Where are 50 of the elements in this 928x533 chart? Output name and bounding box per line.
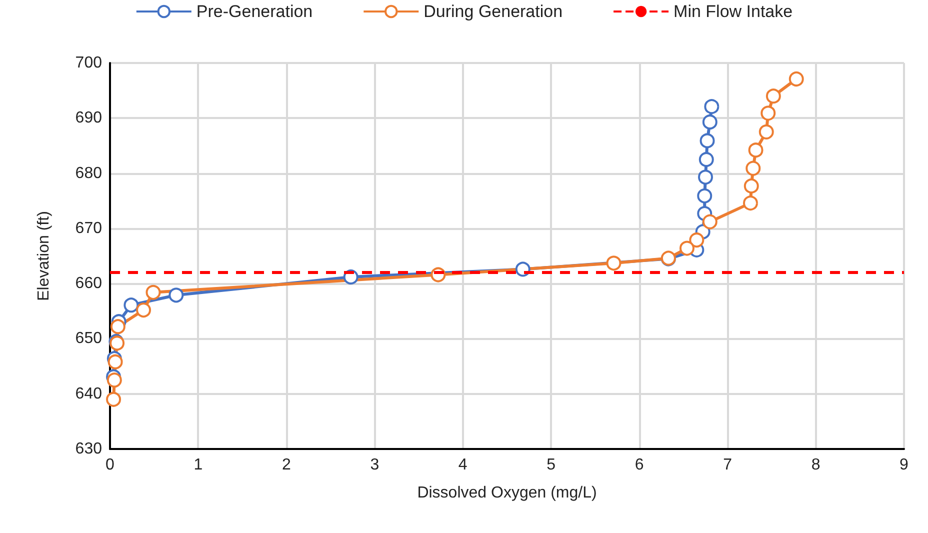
point bbox=[748, 142, 764, 158]
y-tick-label: 630 bbox=[75, 440, 102, 458]
point bbox=[698, 152, 714, 167]
x-tick-label: 7 bbox=[723, 456, 732, 474]
x-tick-label: 5 bbox=[546, 456, 556, 474]
x-tick-label: 3 bbox=[370, 456, 380, 474]
x-tick-label: 6 bbox=[634, 456, 644, 474]
point bbox=[124, 298, 139, 313]
point bbox=[704, 99, 720, 114]
y-tick-label: 660 bbox=[75, 275, 102, 292]
point bbox=[689, 232, 704, 248]
point bbox=[760, 106, 776, 121]
point bbox=[746, 160, 761, 176]
point bbox=[606, 256, 622, 271]
legend-label: Min Flow Intake bbox=[674, 2, 793, 21]
y-tick-label: 670 bbox=[75, 220, 102, 237]
point bbox=[106, 392, 122, 407]
x-tick-label: 0 bbox=[106, 456, 115, 474]
legend-label: During Generation bbox=[424, 2, 563, 21]
point bbox=[702, 214, 718, 230]
point bbox=[108, 354, 123, 370]
point bbox=[146, 284, 161, 300]
point bbox=[136, 302, 152, 318]
point bbox=[110, 319, 126, 334]
point bbox=[700, 133, 715, 148]
point bbox=[743, 196, 758, 211]
y-axis-title: Elevation (ft) bbox=[36, 211, 52, 301]
point bbox=[679, 240, 694, 256]
point bbox=[697, 188, 712, 204]
x-tick-label: 2 bbox=[282, 456, 291, 474]
point bbox=[698, 170, 713, 185]
y-tick-label: 680 bbox=[75, 164, 102, 182]
y-tick-label: 650 bbox=[75, 330, 102, 348]
point bbox=[106, 372, 122, 388]
point bbox=[788, 71, 804, 86]
point bbox=[515, 262, 530, 277]
legend-label: Pre-Generation bbox=[196, 2, 313, 21]
x-tick-label: 1 bbox=[194, 456, 203, 474]
y-tick-label: 640 bbox=[75, 385, 102, 402]
y-tick-label: 700 bbox=[75, 54, 102, 72]
y-tick-label: 690 bbox=[75, 110, 102, 127]
point bbox=[168, 288, 184, 303]
point bbox=[766, 88, 781, 104]
x-axis-title: Dissolved Oxygen (mg/L) bbox=[417, 484, 597, 502]
point bbox=[702, 114, 718, 130]
point bbox=[758, 124, 774, 140]
x-tick-label: 4 bbox=[458, 456, 468, 474]
x-tick-label: 8 bbox=[811, 456, 820, 474]
x-tick-label: 9 bbox=[900, 456, 909, 474]
point bbox=[744, 178, 759, 194]
